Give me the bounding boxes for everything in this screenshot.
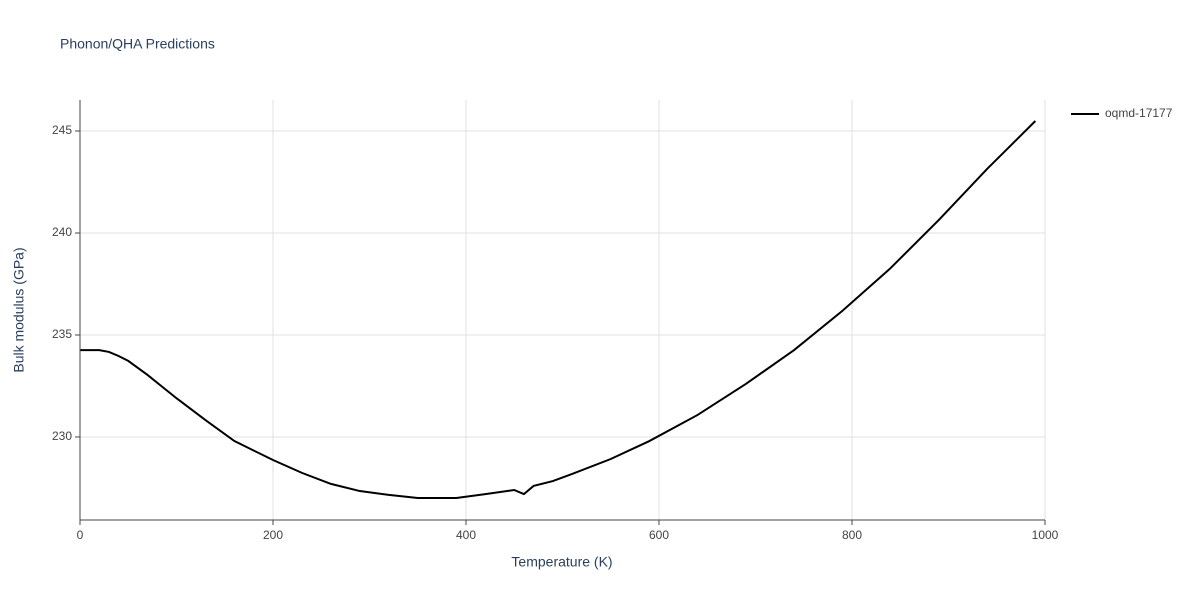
- plot: [80, 120, 1037, 499]
- x-tick-label: 800: [842, 528, 862, 542]
- y-tick-label: 245: [52, 123, 72, 137]
- line: [80, 120, 1037, 499]
- chart-title: Phonon/QHA Predictions: [60, 36, 215, 52]
- legend-label: oqmd-17177: [1105, 106, 1173, 120]
- x-tick-label: 400: [456, 528, 476, 542]
- x-axis-title: Temperature (K): [511, 554, 612, 570]
- x-tick-label: 0: [77, 528, 84, 542]
- x-tick-label: 1000: [1032, 528, 1059, 542]
- y-tick-label: 240: [52, 225, 72, 239]
- y-axis-title: Bulk modulus (GPa): [11, 247, 27, 372]
- x-tick-label: 600: [649, 528, 669, 542]
- x-tick-label: 200: [263, 528, 283, 542]
- grid: [79, 100, 1046, 520]
- y-tick-label: 230: [52, 429, 72, 443]
- y-tick-label: 235: [52, 327, 72, 341]
